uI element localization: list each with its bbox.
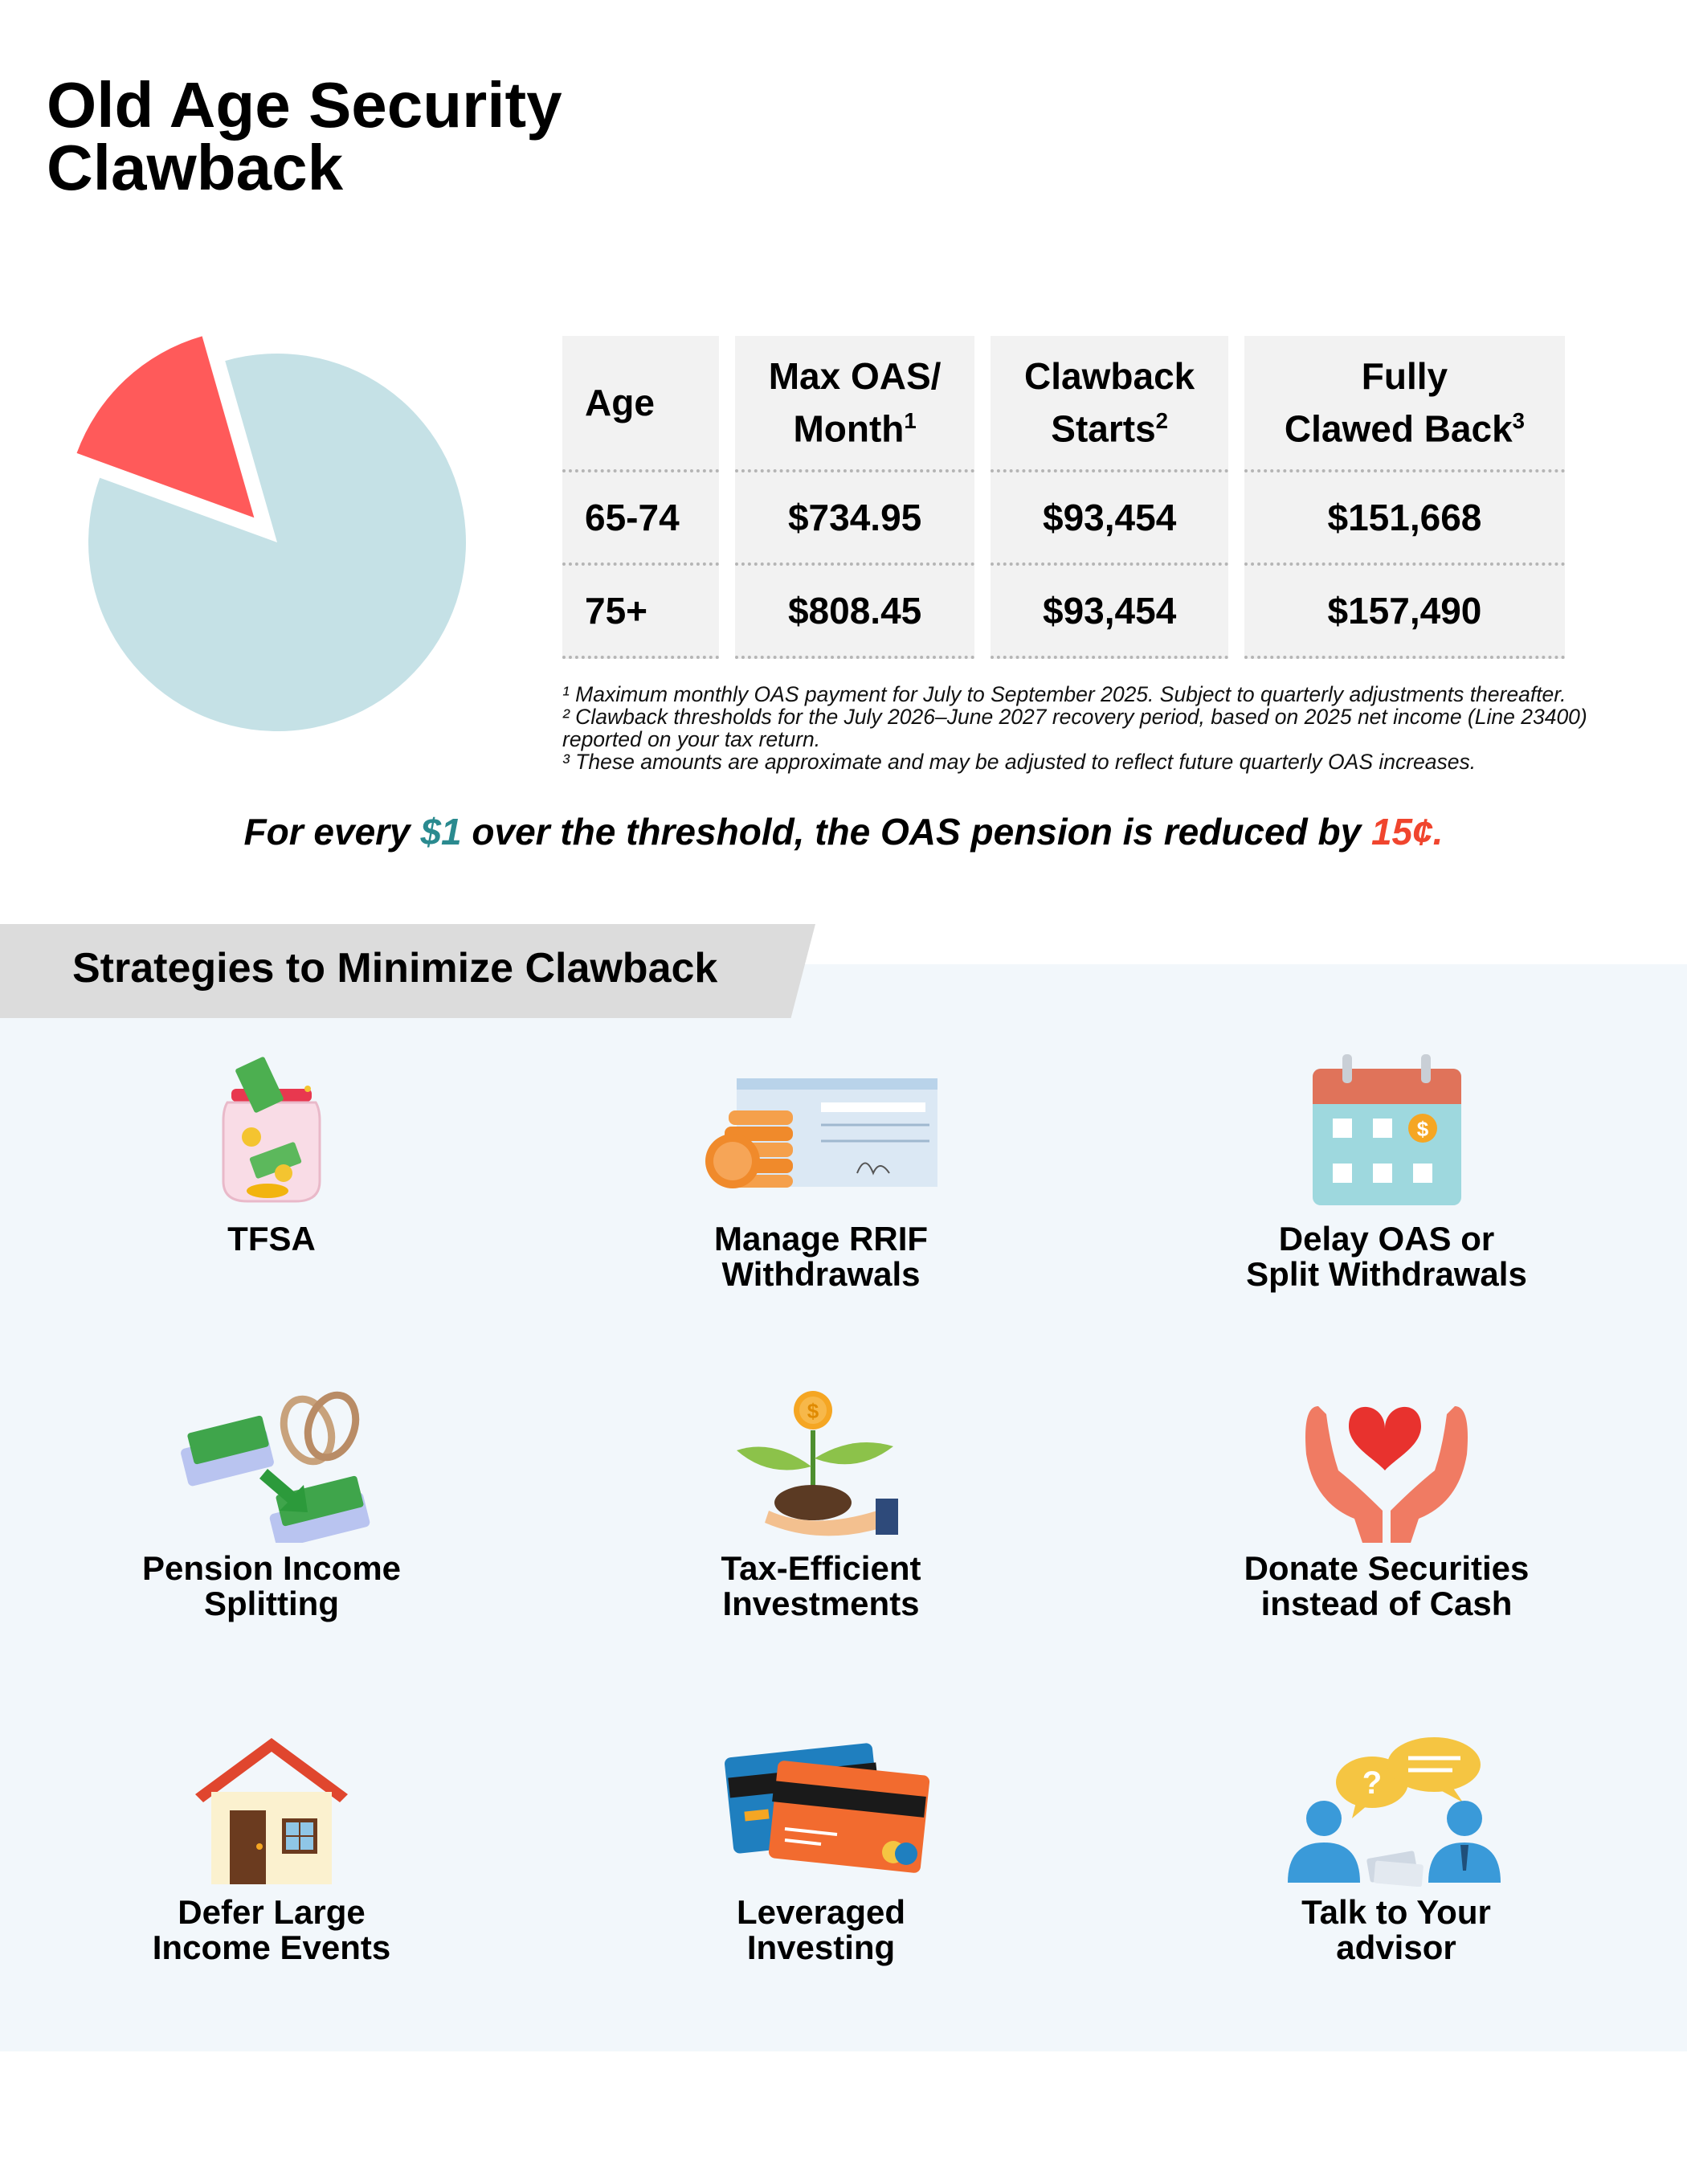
strategy-label: Pension Income Splitting [141,1549,402,1622]
svg-text:$: $ [1417,1117,1429,1141]
strategy-defer-income: Defer Large Income Events [31,1734,513,1965]
strategy-donate-securities: Donate Securities instead of Cash [1146,1390,1628,1622]
cell-clawback-starts: $93,454 [991,566,1228,659]
strategy-manage-rrif: Manage RRIF Withdrawals [580,1053,1062,1292]
hands-heart-icon [1305,1406,1468,1543]
strategy-label: Talk to Your advisor [1301,1893,1491,1966]
strategy-leveraged-investing: Leveraged Investing [580,1734,1062,1965]
advisor-chat-icon: ? [1288,1737,1501,1887]
strategy-delay-oas: $ Delay OAS or Split Withdrawals [1146,1053,1628,1292]
cell-age: 75+ [562,566,719,659]
money-jar-icon [222,1057,321,1203]
pie-small-slice [76,336,255,518]
strategy-label: Tax-Efficient Investments [721,1549,921,1622]
pie-large-slice [88,354,466,731]
strategy-label: Defer Large Income Events [152,1893,391,1966]
header-age: Age [562,336,719,469]
coins-cheque-icon [705,1078,937,1188]
svg-text:$: $ [807,1399,819,1423]
strategy-tfsa: TFSA [31,1053,513,1257]
table-header-row: Age Max OAS/Month1 Clawback Starts2 Fully… [562,336,1565,469]
table-row: 65-74 $734.95 $93,454 $151,668 [562,469,1565,566]
footnote-3: ³ These amounts are approximate and may … [562,750,1477,774]
strategies-title: Strategies to Minimize Clawback [72,945,718,992]
footnote-1: ¹ Maximum monthly OAS payment for July t… [562,682,1566,706]
clawback-rule-tagline: For every $1 over the threshold, the OAS… [243,811,1444,853]
header-max-oas: Max OAS/Month1 [734,336,975,469]
plant-coin-icon: $ [737,1391,898,1536]
strategies-banner [0,924,815,1018]
strategy-tax-efficient: $ Tax-Efficient Investments [580,1390,1062,1622]
strategy-label: Manage RRIF Withdrawals [713,1220,929,1293]
tagline-reduction: 15¢. [1370,811,1444,853]
title-text: Old Age Security Clawback [47,69,562,203]
strategy-talk-advisor: ? Talk to Your advisor [1155,1734,1637,1965]
strategy-label: Delay OAS or Split Withdrawals [1246,1220,1527,1293]
strategy-label: TFSA [227,1220,316,1258]
calendar-icon: $ [1313,1054,1461,1205]
footnotes: ¹ Maximum monthly OAS payment for July t… [562,683,1623,773]
cell-clawback-starts: $93,454 [991,469,1228,566]
page-title: Old Age Security Clawback [47,73,689,200]
footnote-2: ² Clawback thresholds for the July 2026–… [562,705,1587,751]
header-clawback-starts: Clawback Starts2 [991,336,1228,469]
cell-age: 65-74 [562,469,719,566]
cell-fully-clawed: $157,490 [1244,566,1565,659]
oas-table: Age Max OAS/Month1 Clawback Starts2 Fully… [546,336,1581,659]
rings-money-icon [181,1391,370,1543]
strategy-label: Donate Securities instead of Cash [1244,1549,1530,1622]
house-icon [195,1738,348,1884]
strategy-pension-splitting: Pension Income Splitting [31,1390,513,1622]
svg-text:?: ? [1362,1765,1382,1801]
tagline-amount: $1 [420,811,462,853]
table-row: 75+ $808.45 $93,454 $157,490 [562,566,1565,659]
pie-graphic [76,336,466,731]
credit-cards-icon [725,1743,930,1873]
cell-max-oas: $734.95 [734,469,975,566]
cell-fully-clawed: $151,668 [1244,469,1565,566]
header-fully-clawed-back: Fully Clawed Back3 [1244,336,1565,469]
strategy-label: Leveraged Investing [736,1893,906,1966]
cell-max-oas: $808.45 [734,566,975,659]
